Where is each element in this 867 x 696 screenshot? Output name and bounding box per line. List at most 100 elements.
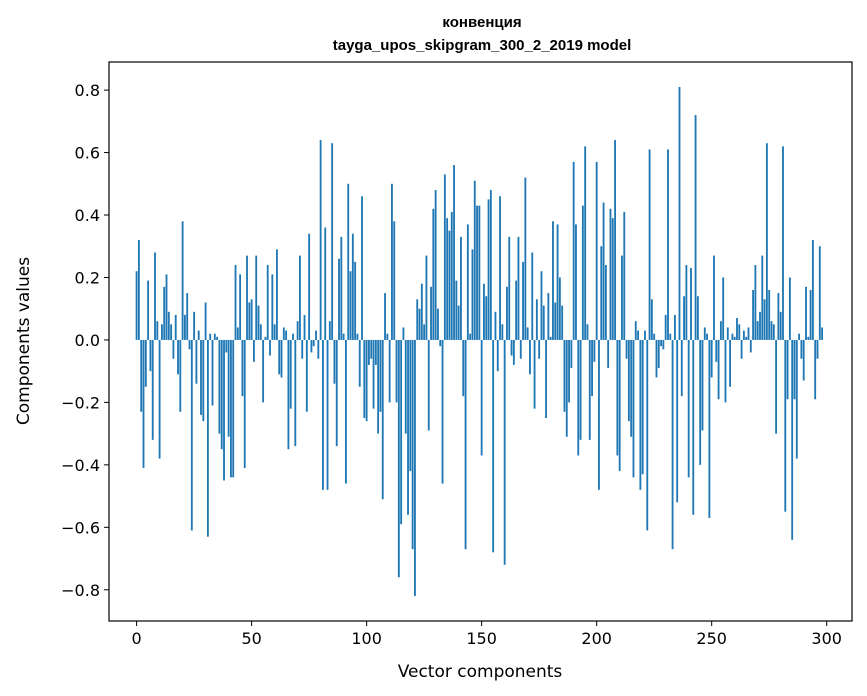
bar-30 <box>204 302 207 340</box>
bar-157 <box>496 339 499 372</box>
bar-34 <box>213 333 216 340</box>
bar-52 <box>255 255 258 340</box>
bar-18 <box>177 339 179 375</box>
bar-221 <box>644 330 646 340</box>
bar-240 <box>687 339 690 478</box>
bar-149 <box>478 205 481 340</box>
bar-260 <box>733 336 736 340</box>
bar-242 <box>692 339 695 515</box>
bar-255 <box>722 277 725 340</box>
bar-1 <box>137 240 140 340</box>
bar-78 <box>315 330 317 340</box>
bar-271 <box>759 311 761 340</box>
bar-41 <box>230 339 232 478</box>
bar-230 <box>664 314 667 340</box>
bar-212 <box>623 211 626 340</box>
bar-202 <box>600 246 603 340</box>
bar-214 <box>627 339 630 422</box>
bar-14 <box>167 311 170 340</box>
bar-80 <box>319 140 322 340</box>
bar-235 <box>676 339 679 503</box>
bar-274 <box>765 143 768 340</box>
bar-123 <box>418 308 421 340</box>
bar-66 <box>287 339 290 450</box>
bar-174 <box>535 299 538 340</box>
bar-143 <box>464 339 467 550</box>
bar-119 <box>409 339 412 472</box>
bar-257 <box>726 327 729 340</box>
bar-127 <box>427 339 430 431</box>
bar-51 <box>253 339 255 362</box>
bar-249 <box>708 339 711 518</box>
bar-16 <box>172 339 175 359</box>
x-tick-label: 200 <box>581 629 612 648</box>
bar-97 <box>358 339 361 387</box>
bar-207 <box>611 218 614 340</box>
bar-244 <box>696 296 699 340</box>
bar-91 <box>345 339 347 484</box>
bar-161 <box>506 286 508 340</box>
bar-148 <box>476 205 478 340</box>
bar-176 <box>540 271 543 340</box>
bar-167 <box>519 339 522 359</box>
x-tick-label: 50 <box>241 629 261 648</box>
bar-76 <box>310 339 313 353</box>
bar-2 <box>140 339 143 412</box>
bar-172 <box>531 252 534 340</box>
bar-259 <box>731 333 734 340</box>
bar-20 <box>181 221 184 340</box>
bar-129 <box>432 208 435 340</box>
bar-193 <box>579 339 582 440</box>
bar-133 <box>441 339 444 484</box>
bar-55 <box>262 339 265 403</box>
bar-131 <box>437 308 439 340</box>
bar-190 <box>572 161 575 340</box>
bar-282 <box>784 339 787 512</box>
chart-title-line2: tayga_upos_skipgram_300_2_2019 model <box>333 37 632 54</box>
bar-145 <box>469 333 472 340</box>
bar-171 <box>529 339 531 375</box>
bar-39 <box>225 339 228 353</box>
bar-38 <box>223 339 225 481</box>
bar-269 <box>754 264 757 340</box>
bar-95 <box>354 261 357 340</box>
bar-245 <box>699 339 702 465</box>
bar-50 <box>250 299 253 340</box>
bar-125 <box>423 324 426 340</box>
y-axis: −0.8 −0.6 −0.4 −0.2 0.0 0.2 0.4 0.6 0.8 <box>61 81 109 600</box>
bar-10 <box>158 339 161 459</box>
bar-65 <box>285 330 288 340</box>
y-tick-label: 0.6 <box>75 144 100 163</box>
bar-132 <box>439 339 442 347</box>
bar-56 <box>264 336 267 340</box>
bar-226 <box>655 339 658 378</box>
bar-103 <box>372 339 375 409</box>
bar-107 <box>381 339 384 500</box>
bar-45 <box>239 274 242 340</box>
bar-98 <box>361 196 363 340</box>
bar-3 <box>142 339 145 468</box>
bar-211 <box>621 255 623 340</box>
bar-90 <box>342 333 345 340</box>
bar-84 <box>328 321 331 340</box>
bar-236 <box>678 86 681 340</box>
bar-215 <box>630 339 633 437</box>
bar-126 <box>425 255 428 340</box>
bar-111 <box>391 183 393 340</box>
bar-82 <box>324 227 327 340</box>
x-axis-label: Vector components <box>398 662 563 682</box>
bar-208 <box>614 140 616 340</box>
bar-291 <box>805 286 807 340</box>
bar-106 <box>379 339 382 412</box>
bar-60 <box>273 324 276 340</box>
bar-268 <box>752 289 755 340</box>
bar-87 <box>335 339 338 447</box>
bar-147 <box>473 180 476 340</box>
bar-210 <box>618 339 621 472</box>
bar-168 <box>522 261 524 340</box>
bar-248 <box>706 333 708 340</box>
bar-19 <box>179 339 182 412</box>
bar-189 <box>570 339 573 369</box>
bar-160 <box>503 339 506 565</box>
bar-12 <box>163 286 166 340</box>
